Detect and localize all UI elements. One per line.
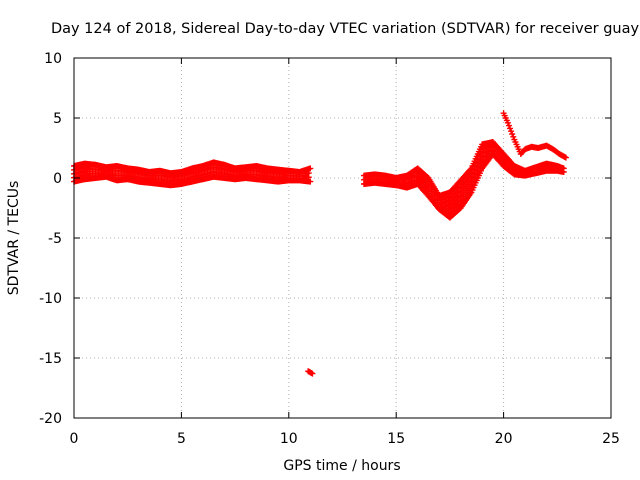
x-tick-label: 15 [387,431,405,447]
y-tick-label: 5 [53,111,62,127]
data-point [517,168,524,175]
data-point [503,158,510,165]
data-point [505,122,512,129]
x-tick-label: 0 [70,431,79,447]
y-axis-label: SDTVAR / TECUs [6,181,22,296]
y-tick-label: -20 [39,411,62,427]
x-tick-label: 20 [495,431,513,447]
y-tick-label: -15 [39,351,62,367]
data-point [562,154,569,161]
data-point [510,133,517,140]
data-point [309,370,316,377]
chart-title: Day 124 of 2018, Sidereal Day-to-day VTE… [51,21,640,37]
y-tick-label: -5 [48,231,62,247]
data-point [546,164,553,171]
x-tick-label: 10 [280,431,298,447]
y-tick-label: 10 [44,51,62,67]
data-point [560,169,567,175]
data-point [504,119,511,126]
data-point [307,165,314,172]
x-tick-label: 5 [177,431,186,447]
data-point [509,131,516,137]
x-tick-label: 25 [602,431,620,447]
grid [74,58,611,418]
axis-ticks: 0 5 10 15 20 25 -20 -15 -10 -5 0 5 10 [39,51,620,447]
data-points [71,110,569,377]
data-point [508,128,515,135]
data-point [431,189,438,196]
data-point [305,170,312,177]
y-tick-label: 0 [53,171,62,187]
y-tick-label: -10 [39,291,62,307]
data-point [507,125,514,132]
data-point [307,178,314,185]
x-axis-label: GPS time / hours [283,458,400,474]
